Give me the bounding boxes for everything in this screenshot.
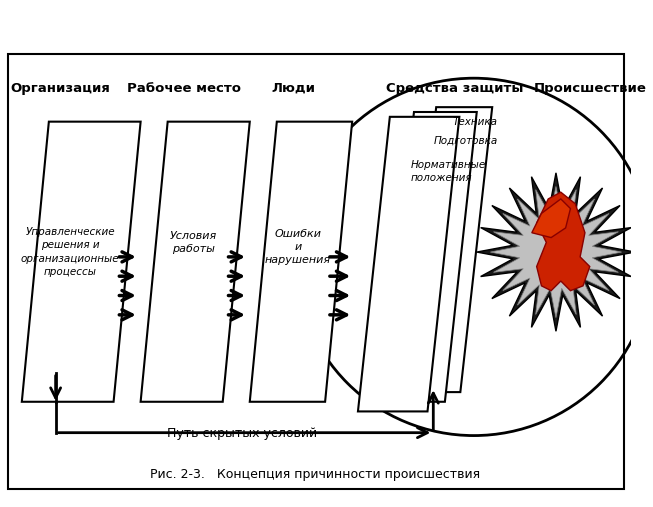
- Text: Рабочее место: Рабочее место: [127, 82, 241, 95]
- Text: Люди: Люди: [271, 82, 315, 95]
- Text: Ошибки
и
нарушения: Ошибки и нарушения: [265, 229, 331, 266]
- Text: Техника: Техника: [453, 117, 498, 127]
- Polygon shape: [537, 192, 590, 291]
- Polygon shape: [358, 117, 459, 411]
- Polygon shape: [140, 122, 249, 402]
- Text: Нормативные
положения: Нормативные положения: [411, 160, 486, 183]
- Polygon shape: [404, 107, 492, 392]
- Polygon shape: [532, 199, 571, 238]
- Text: Условия
работы: Условия работы: [170, 231, 217, 254]
- Polygon shape: [382, 112, 477, 402]
- Text: Путь скрытых условий: Путь скрытых условий: [167, 427, 317, 441]
- Text: Происшествие: Происшествие: [534, 82, 646, 95]
- Text: Рис. 2-3.   Концепция причинности происшествия: Рис. 2-3. Концепция причинности происшес…: [150, 468, 481, 481]
- Text: Управленческие
решения и
организационные
процессы: Управленческие решения и организационные…: [21, 227, 119, 277]
- Bar: [8, 54, 624, 489]
- Polygon shape: [490, 187, 622, 318]
- Text: Средства защиты: Средства защиты: [386, 82, 523, 95]
- Text: Подготовка: Подготовка: [434, 136, 498, 146]
- Polygon shape: [249, 122, 352, 402]
- Text: Организация: Организация: [10, 82, 110, 95]
- Polygon shape: [22, 122, 140, 402]
- Polygon shape: [477, 173, 635, 331]
